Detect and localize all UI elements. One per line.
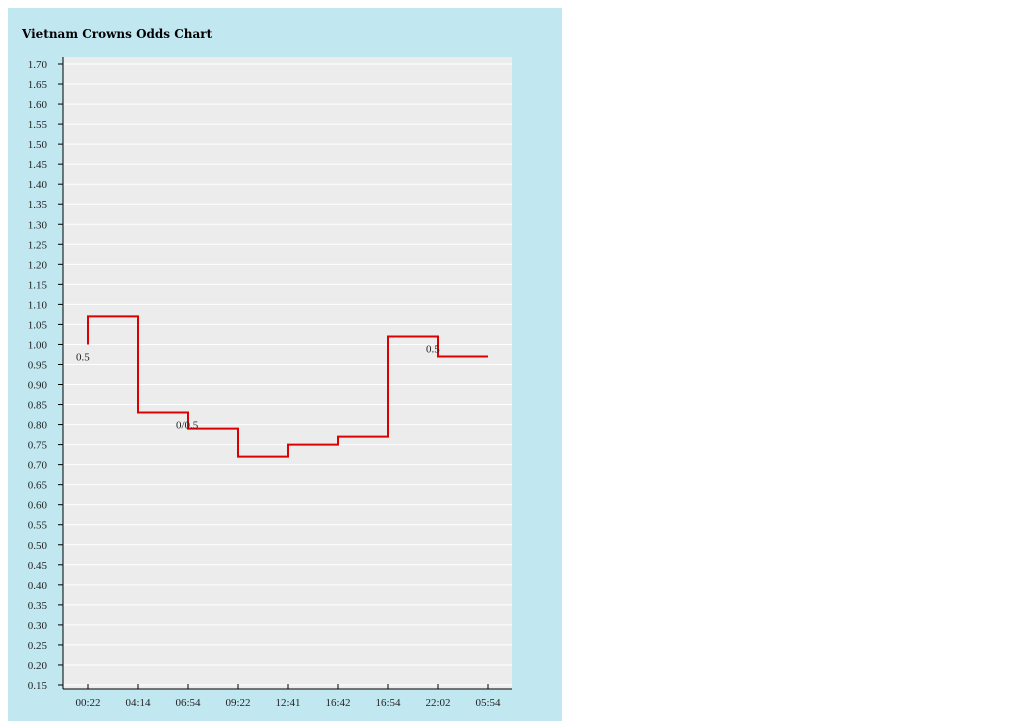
y-tick-label: 0.65 <box>28 480 48 492</box>
x-tick-label: 22:02 <box>425 697 450 709</box>
y-tick-label: 1.35 <box>28 199 48 211</box>
plot-area <box>63 57 512 689</box>
y-tick-label: 0.85 <box>28 400 48 412</box>
y-tick-label: 1.50 <box>28 139 48 151</box>
handicap-label: 0/0.5 <box>176 420 199 432</box>
x-tick-label: 06:54 <box>175 697 201 709</box>
y-tick-label: 0.95 <box>28 359 48 371</box>
y-tick-label: 1.20 <box>28 259 48 271</box>
x-axis: 00:22 04:14 06:54 09:22 12:41 16:42 16:54 22:02… <box>63 684 512 709</box>
y-tick-label: 0.40 <box>28 580 48 592</box>
y-tick-label: 1.60 <box>28 99 48 111</box>
y-tick-label: 0.60 <box>28 500 48 512</box>
y-tick-label: 0.45 <box>28 560 48 572</box>
y-tick-label: 1.15 <box>28 279 48 291</box>
odds-series-line <box>87 315 488 458</box>
y-tick-label: 1.30 <box>28 219 48 231</box>
y-tick-label: 0.25 <box>28 640 48 652</box>
y-tick-label: 0.30 <box>28 620 48 632</box>
annotations: 0.5 0/0.5 0.5 <box>76 343 440 431</box>
y-tick-label: 0.15 <box>28 680 48 692</box>
y-tick-label: 0.35 <box>28 600 48 612</box>
x-tick-label: 16:54 <box>375 697 401 709</box>
x-tick-label: 04:14 <box>125 697 151 709</box>
x-tick-label: 00:22 <box>75 697 100 709</box>
chart-title: Vietnam Crowns Odds Chart <box>22 27 213 41</box>
handicap-label: 0.5 <box>76 351 90 363</box>
y-tick-label: 0.50 <box>28 540 48 552</box>
y-axis: 1.70 1.65 1.60 1.55 1.50 1.45 1.40 1.35 1.30 1.25… <box>28 57 64 692</box>
handicap-label: 0.5 <box>426 343 440 355</box>
y-tick-label: 0.70 <box>28 460 48 472</box>
x-tick-label: 16:42 <box>325 697 350 709</box>
y-tick-label: 1.10 <box>28 299 48 311</box>
gridlines <box>63 63 512 686</box>
y-tick-label: 1.05 <box>28 319 48 331</box>
y-tick-label: 1.65 <box>28 79 48 91</box>
y-tick-label: 1.45 <box>28 159 48 171</box>
y-tick-label: 1.00 <box>28 339 48 351</box>
y-tick-label: 0.75 <box>28 440 48 452</box>
y-tick-label: 0.80 <box>28 420 48 432</box>
x-tick-label: 09:22 <box>225 697 250 709</box>
y-tick-label: 1.25 <box>28 239 48 251</box>
y-tick-label: 1.40 <box>28 179 48 191</box>
y-tick-label: 1.70 <box>28 59 48 71</box>
y-tick-label: 1.55 <box>28 119 48 131</box>
x-tick-label: 05:54 <box>475 697 501 709</box>
x-tick-label: 12:41 <box>275 697 300 709</box>
y-tick-label: 0.20 <box>28 660 48 672</box>
y-tick-label: 0.90 <box>28 380 48 392</box>
y-tick-label: 0.55 <box>28 520 48 532</box>
series-group <box>87 315 488 458</box>
